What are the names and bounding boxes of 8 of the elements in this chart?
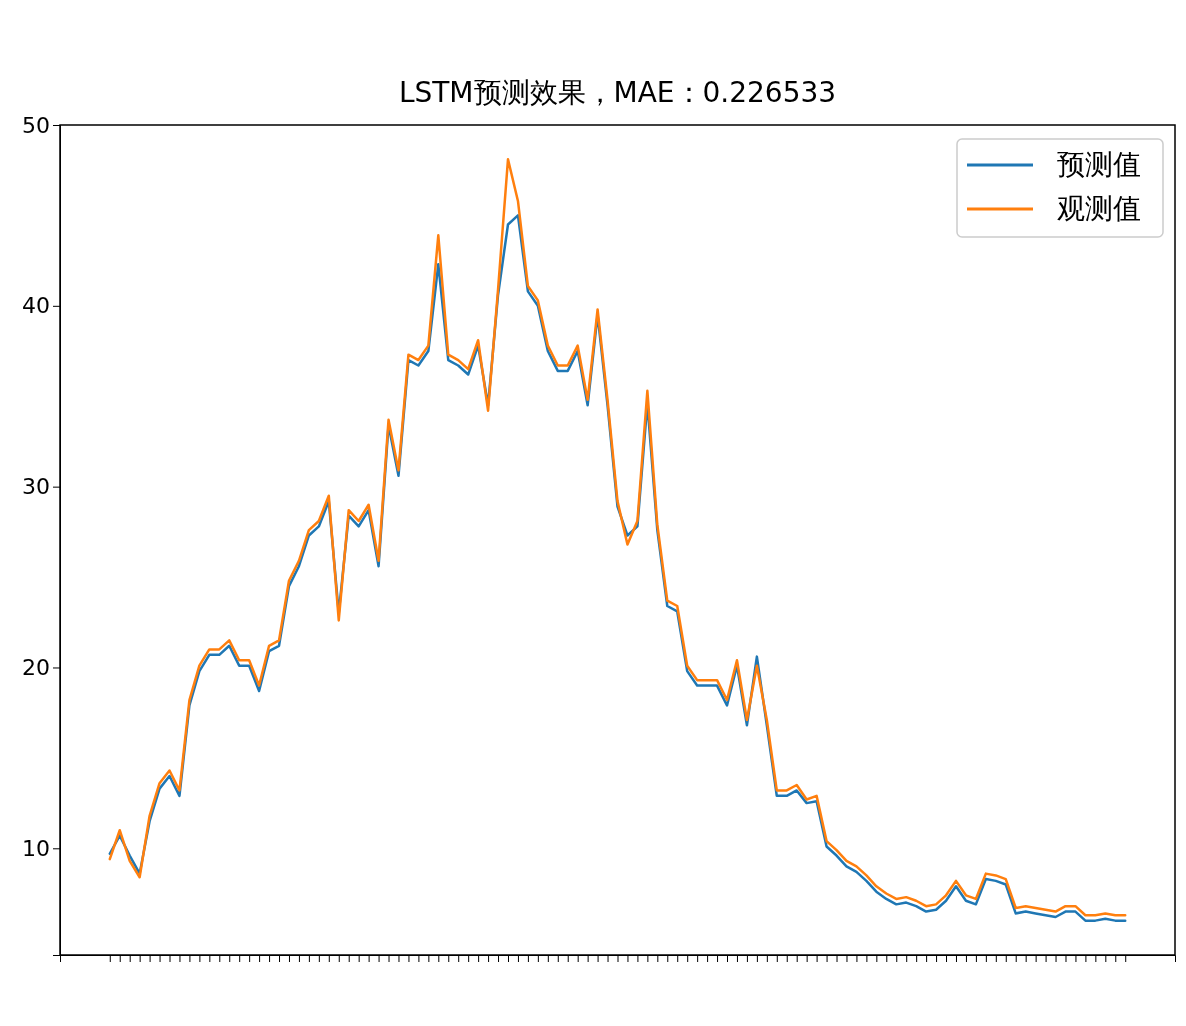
- y-tick-label: 40: [22, 293, 50, 319]
- y-tick-label: 30: [22, 474, 50, 500]
- chart-title: LSTM预测效果，MAE：0.226533: [398, 76, 837, 109]
- y-tick-label: 10: [22, 835, 50, 861]
- y-tick-label: 20: [22, 655, 50, 681]
- legend-label: 观测值: [1057, 192, 1141, 225]
- y-tick-label: 50: [22, 112, 50, 138]
- legend-label: 预测值: [1057, 148, 1141, 181]
